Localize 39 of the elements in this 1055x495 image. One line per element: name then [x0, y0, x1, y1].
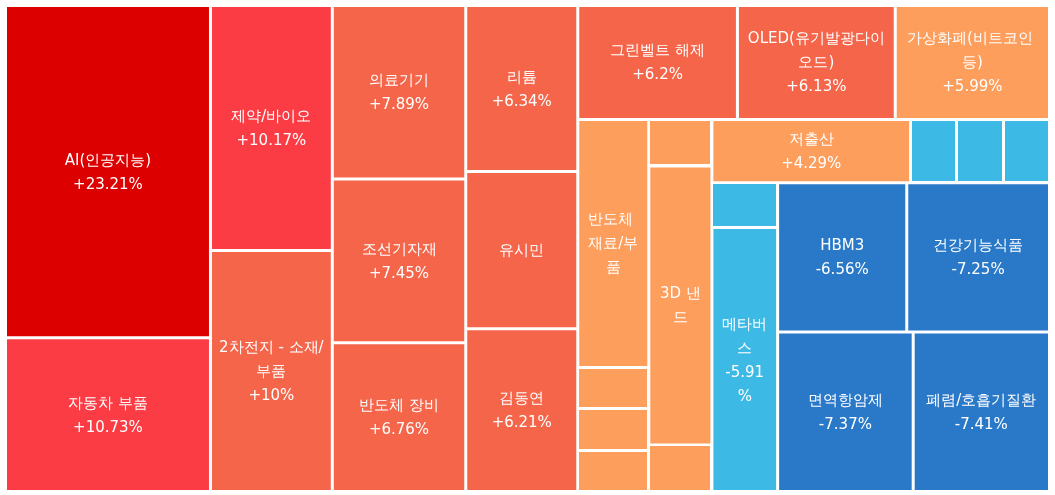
- category-label: AI(인공지능): [64, 150, 152, 169]
- category-label: 의료기기: [369, 71, 430, 90]
- category-label: 저출산: [788, 130, 834, 149]
- data-label: +6.2%: [632, 65, 683, 84]
- category-label: 3D 낸드: [659, 284, 701, 327]
- category-label: 리튬: [506, 67, 537, 86]
- category-label: 건강기능식품: [933, 236, 1024, 255]
- data-label: -6.56%: [815, 260, 869, 279]
- data-label: +7.89%: [368, 95, 430, 114]
- data-label: +7.45%: [368, 263, 430, 282]
- data-label: +6.76%: [368, 420, 430, 439]
- category-label: 반도체 장비: [359, 396, 439, 415]
- category-label: OLED(유기발광다이오드): [747, 29, 885, 72]
- data-label: +5.99%: [942, 77, 1003, 96]
- category-label: 메타버스: [722, 314, 768, 357]
- category-label: 자동차 부품: [68, 393, 148, 412]
- data-label: +10.73%: [73, 417, 143, 436]
- data-label: -7.41%: [954, 414, 1008, 433]
- data-label: -5.91%: [725, 362, 765, 405]
- category-label: 유시민: [499, 241, 545, 260]
- category-label: 그린벨트 해제: [610, 41, 705, 60]
- data-label: +10.17%: [236, 131, 307, 150]
- category-label: 김동연: [499, 389, 545, 408]
- category-label: 반도체 재료/부품: [588, 210, 639, 277]
- category-label: 제약/바이오: [231, 107, 312, 126]
- category-label: 조선기자재: [361, 239, 437, 258]
- category-label: 가상화폐(비트코인 등): [907, 29, 1038, 72]
- data-label: +4.29%: [781, 154, 842, 173]
- category-label: 2차전지 - 소재/부품: [219, 338, 325, 381]
- data-label: -7.25%: [951, 260, 1005, 279]
- data-label: -7.37%: [818, 414, 872, 433]
- category-label: HBM3: [820, 236, 865, 255]
- data-label: +10%: [248, 386, 295, 405]
- category-label: 면역항암제: [807, 390, 883, 409]
- data-label: +6.21%: [491, 413, 552, 432]
- category-label: 폐렴/호흡기질환: [926, 390, 1037, 409]
- data-label: +6.34%: [491, 91, 552, 110]
- data-label: +23.21%: [73, 174, 143, 193]
- data-label: +6.13%: [786, 77, 847, 96]
